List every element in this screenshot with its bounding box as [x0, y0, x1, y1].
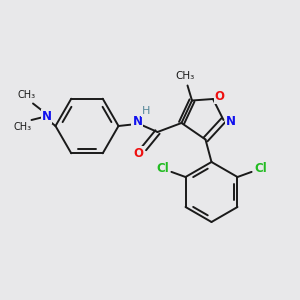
Text: Cl: Cl [156, 161, 169, 175]
Text: N: N [41, 110, 52, 123]
Text: O: O [214, 90, 225, 103]
Text: Cl: Cl [254, 161, 267, 175]
Text: H: H [142, 106, 151, 116]
Text: O: O [134, 147, 144, 161]
Text: N: N [226, 115, 236, 128]
Text: CH₃: CH₃ [14, 122, 32, 132]
Text: CH₃: CH₃ [17, 90, 35, 100]
Text: CH₃: CH₃ [175, 71, 194, 81]
Text: N: N [132, 115, 142, 128]
